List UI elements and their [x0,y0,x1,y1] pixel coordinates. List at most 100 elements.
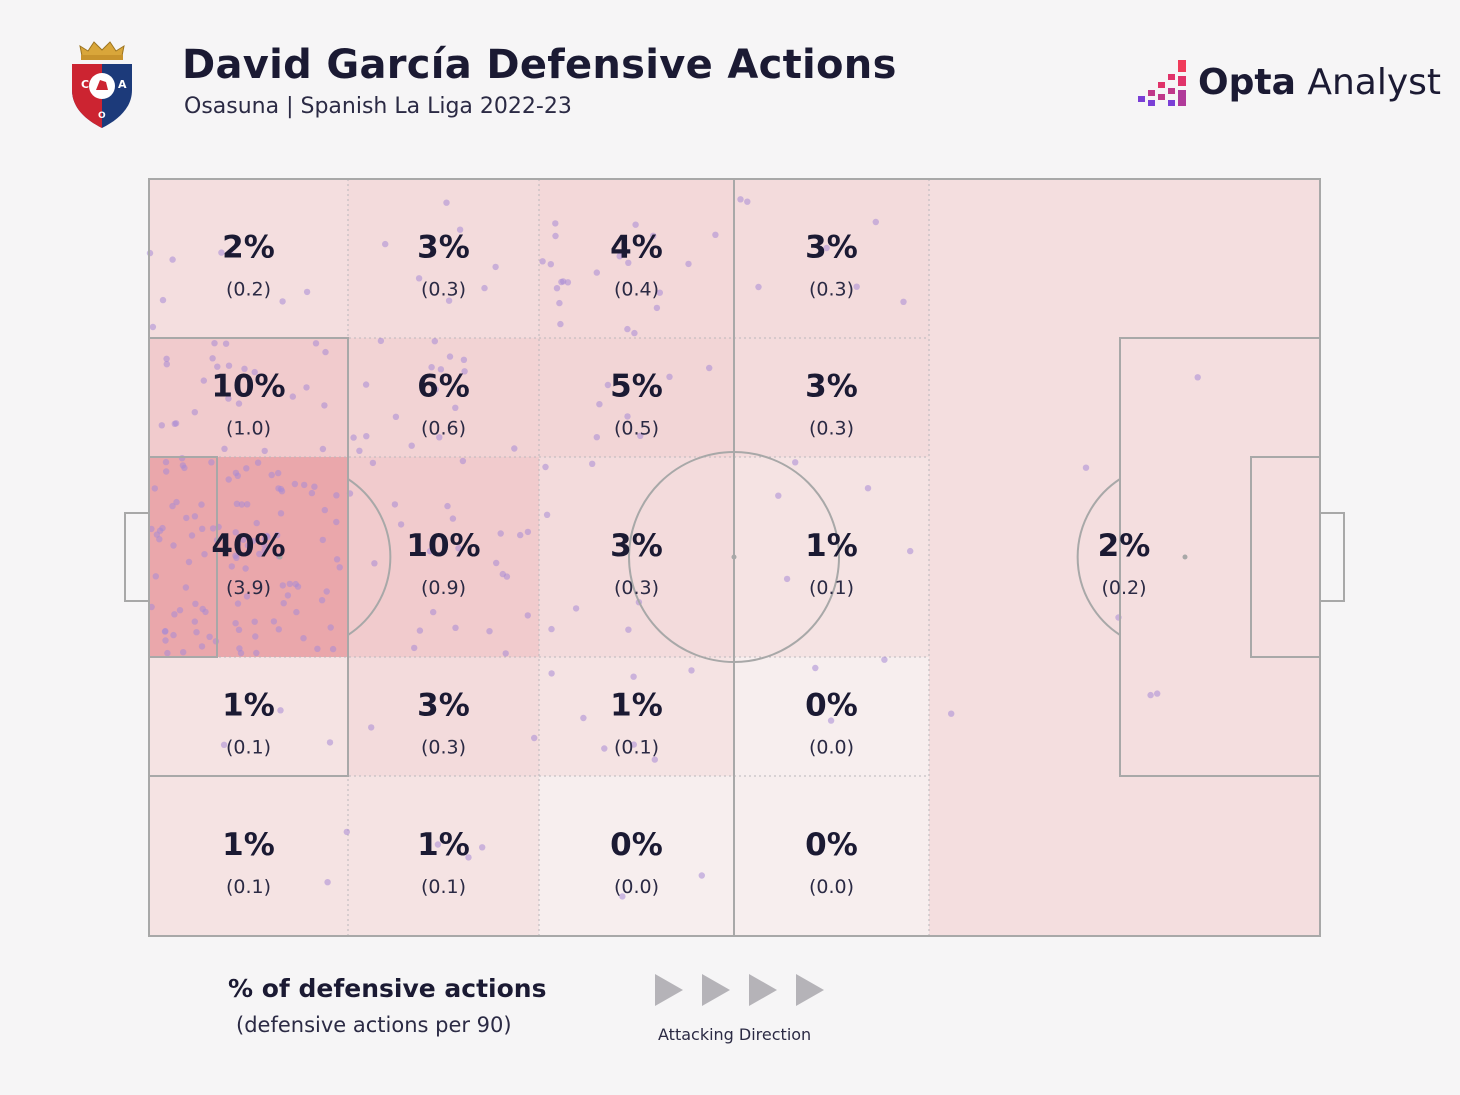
right-goal [1319,512,1345,602]
action-dot [564,279,572,286]
action-dot [191,409,198,416]
zone-fill [734,776,929,936]
action-dot [572,605,580,612]
action-dot [517,531,524,539]
action-dot [279,582,286,589]
zone-fill [734,457,929,657]
action-dot [369,459,377,467]
zone-fill [348,457,539,657]
action-dot [232,469,240,477]
action-dot [452,624,459,631]
zone-per90-label: (0.1) [421,876,466,898]
zone-percent-label: 4% [610,230,663,266]
zone-fill [539,179,734,338]
action-dot [149,323,157,331]
action-dot [637,432,644,439]
action-dot [336,564,343,571]
action-dot [333,492,340,499]
action-dot [823,244,830,252]
action-dot [792,459,799,466]
action-dot [511,445,518,452]
action-dot [631,329,638,337]
crown-icon [79,41,125,60]
action-dot [493,559,500,567]
action-dot [232,552,239,559]
zone-fill [149,776,348,936]
action-dot [261,541,268,549]
action-dot [193,629,200,636]
action-dot [170,542,177,549]
action-dot [744,198,751,205]
action-dot [481,284,488,292]
action-dot [179,462,187,469]
action-dot [333,556,341,563]
action-dot [479,844,486,851]
action-dot [650,232,657,239]
action-dot [201,551,208,558]
action-dot [301,481,308,489]
action-dot [604,381,612,389]
action-dot [326,739,334,746]
action-dot [548,670,555,677]
zone-per90-label: (0.5) [614,418,659,440]
action-dot [185,558,193,566]
opta-bars-icon [1138,60,1186,106]
action-dot [171,611,178,618]
action-dot [552,232,559,240]
zone-percent-label: 1% [805,528,858,564]
action-dot [163,361,170,368]
action-dot [552,220,559,227]
action-dot [864,485,872,492]
right-penalty-arc [1076,478,1121,636]
zone-percent-label: 3% [417,688,470,724]
zone-percent-label: 1% [222,827,275,863]
action-dot [556,299,563,307]
action-dot [268,471,275,479]
action-dot [653,304,661,312]
action-dot [162,637,169,644]
action-dot [277,707,284,714]
action-dot [172,420,180,427]
legend-subtitle: (defensive actions per 90) [236,1013,512,1037]
action-dot [1194,374,1201,381]
action-dot [312,340,320,347]
action-dot [218,249,225,256]
action-dot [547,261,554,268]
action-dot [436,434,443,441]
zone-fill [149,657,348,776]
action-dot [253,519,260,527]
brand-word-analyst: Analyst [1307,62,1442,103]
left-penalty-arc [347,478,392,636]
action-dot [322,348,329,356]
action-dot [323,588,330,595]
action-dot [783,575,791,583]
action-dot [212,638,220,645]
action-dot [343,828,350,836]
action-dot [324,879,331,886]
zone-percent-label: 1% [417,827,470,863]
action-dot [558,278,565,286]
zone-percent-label: 3% [610,528,663,564]
action-dot [235,400,243,407]
action-dot [465,854,472,861]
zone-per90-label: (0.3) [614,577,659,599]
action-dot [221,445,228,452]
zone-per90-label: (0.2) [1101,577,1146,599]
action-dot [543,511,551,518]
zone-per90-label: (0.4) [614,279,659,301]
action-dot [775,492,782,499]
zone-fill [539,338,734,457]
zone-per90-label: (0.6) [421,418,466,440]
action-dot [321,402,328,409]
action-dot [293,608,300,616]
action-dot [188,532,196,539]
action-dot [300,635,307,642]
zone-fill [348,338,539,457]
zone-percent-label: 0% [610,827,663,863]
zone-percent-label: 10% [211,369,285,405]
action-dot [737,196,744,203]
action-dot [350,434,357,441]
action-dot [244,501,251,508]
action-dot [632,221,639,228]
action-dot [416,627,424,634]
